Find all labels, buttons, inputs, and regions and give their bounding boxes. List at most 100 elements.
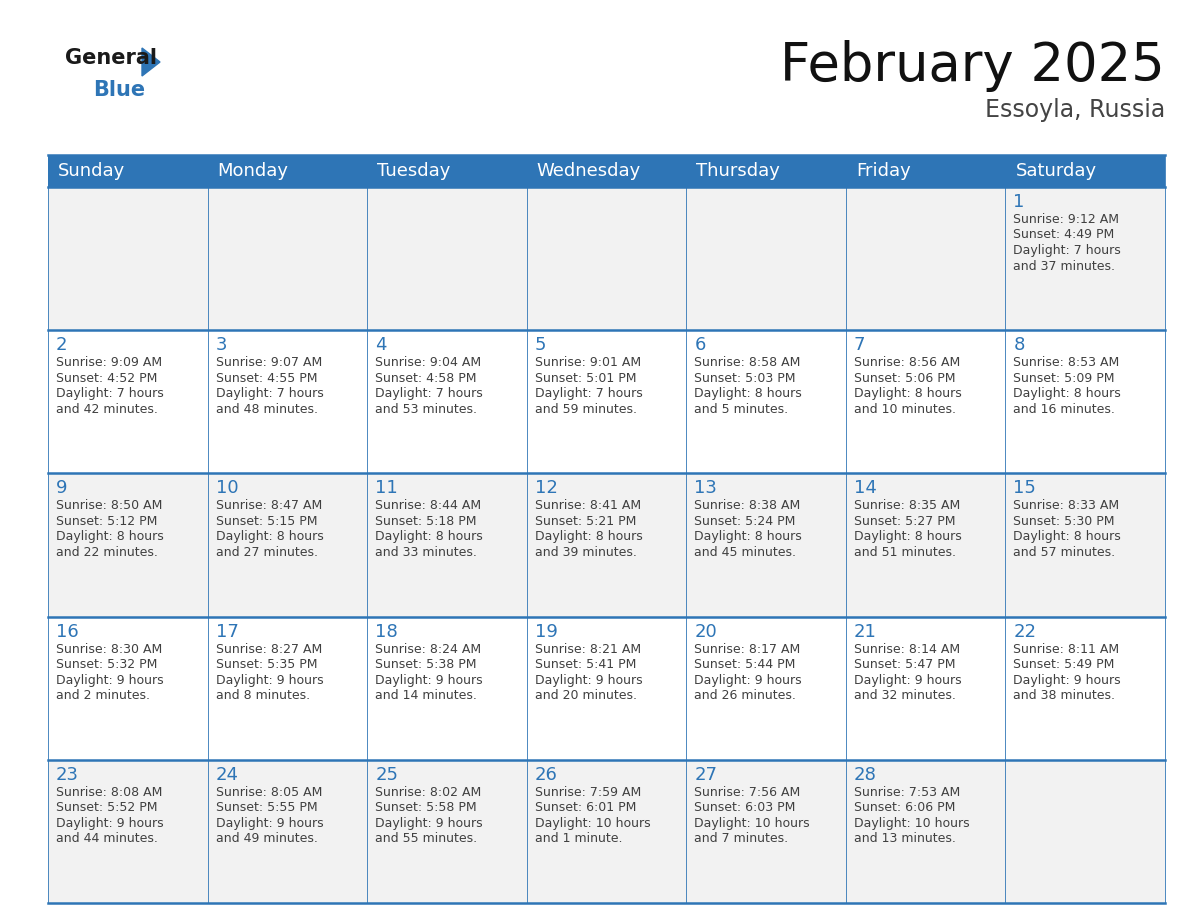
Text: February 2025: February 2025 — [781, 40, 1165, 92]
Text: Daylight: 7 hours: Daylight: 7 hours — [375, 387, 482, 400]
Text: Sunrise: 8:24 AM: Sunrise: 8:24 AM — [375, 643, 481, 655]
Text: Friday: Friday — [855, 162, 911, 180]
Text: Sunset: 5:32 PM: Sunset: 5:32 PM — [56, 658, 157, 671]
Text: 13: 13 — [694, 479, 718, 498]
Text: and 5 minutes.: and 5 minutes. — [694, 403, 789, 416]
Text: 18: 18 — [375, 622, 398, 641]
Text: Sunrise: 8:56 AM: Sunrise: 8:56 AM — [854, 356, 960, 369]
Text: Sunset: 6:01 PM: Sunset: 6:01 PM — [535, 801, 636, 814]
Text: Daylight: 8 hours: Daylight: 8 hours — [694, 531, 802, 543]
Text: Daylight: 8 hours: Daylight: 8 hours — [1013, 387, 1121, 400]
Text: Sunset: 5:24 PM: Sunset: 5:24 PM — [694, 515, 796, 528]
Text: Sunset: 5:18 PM: Sunset: 5:18 PM — [375, 515, 476, 528]
Text: Sunset: 5:06 PM: Sunset: 5:06 PM — [854, 372, 955, 385]
Text: and 14 minutes.: and 14 minutes. — [375, 689, 478, 702]
Text: Sunset: 5:03 PM: Sunset: 5:03 PM — [694, 372, 796, 385]
Text: Sunset: 6:03 PM: Sunset: 6:03 PM — [694, 801, 796, 814]
Text: Sunrise: 8:38 AM: Sunrise: 8:38 AM — [694, 499, 801, 512]
Text: and 7 minutes.: and 7 minutes. — [694, 833, 789, 845]
Bar — [48, 760, 1165, 903]
Text: Sunset: 5:01 PM: Sunset: 5:01 PM — [535, 372, 637, 385]
Bar — [48, 155, 1165, 187]
Text: Sunrise: 8:47 AM: Sunrise: 8:47 AM — [215, 499, 322, 512]
Text: Daylight: 8 hours: Daylight: 8 hours — [56, 531, 164, 543]
Text: Daylight: 10 hours: Daylight: 10 hours — [694, 817, 810, 830]
Text: 22: 22 — [1013, 622, 1036, 641]
Text: 24: 24 — [215, 766, 239, 784]
Text: Sunrise: 8:27 AM: Sunrise: 8:27 AM — [215, 643, 322, 655]
Text: Sunset: 5:12 PM: Sunset: 5:12 PM — [56, 515, 157, 528]
Text: Sunday: Sunday — [58, 162, 125, 180]
Text: and 10 minutes.: and 10 minutes. — [854, 403, 956, 416]
Text: Daylight: 9 hours: Daylight: 9 hours — [375, 674, 482, 687]
Text: Sunrise: 8:02 AM: Sunrise: 8:02 AM — [375, 786, 481, 799]
Text: Daylight: 9 hours: Daylight: 9 hours — [215, 674, 323, 687]
Text: 11: 11 — [375, 479, 398, 498]
Text: and 42 minutes.: and 42 minutes. — [56, 403, 158, 416]
Text: Sunrise: 8:30 AM: Sunrise: 8:30 AM — [56, 643, 163, 655]
Text: Wednesday: Wednesday — [537, 162, 642, 180]
Text: Sunrise: 8:35 AM: Sunrise: 8:35 AM — [854, 499, 960, 512]
Text: Sunrise: 8:58 AM: Sunrise: 8:58 AM — [694, 356, 801, 369]
Text: Blue: Blue — [93, 80, 145, 100]
Text: Daylight: 8 hours: Daylight: 8 hours — [535, 531, 643, 543]
Text: Monday: Monday — [217, 162, 289, 180]
Text: Sunset: 5:21 PM: Sunset: 5:21 PM — [535, 515, 636, 528]
Text: Sunrise: 8:11 AM: Sunrise: 8:11 AM — [1013, 643, 1119, 655]
Text: and 13 minutes.: and 13 minutes. — [854, 833, 955, 845]
Text: and 48 minutes.: and 48 minutes. — [215, 403, 317, 416]
Text: Sunrise: 8:14 AM: Sunrise: 8:14 AM — [854, 643, 960, 655]
Text: and 2 minutes.: and 2 minutes. — [56, 689, 150, 702]
Text: Sunrise: 9:12 AM: Sunrise: 9:12 AM — [1013, 213, 1119, 226]
Text: Daylight: 9 hours: Daylight: 9 hours — [56, 674, 164, 687]
Text: 10: 10 — [215, 479, 239, 498]
Text: and 26 minutes.: and 26 minutes. — [694, 689, 796, 702]
Text: Sunset: 5:55 PM: Sunset: 5:55 PM — [215, 801, 317, 814]
Text: Sunrise: 9:09 AM: Sunrise: 9:09 AM — [56, 356, 162, 369]
Text: General: General — [65, 48, 157, 68]
Text: and 20 minutes.: and 20 minutes. — [535, 689, 637, 702]
Text: Daylight: 7 hours: Daylight: 7 hours — [56, 387, 164, 400]
Text: and 38 minutes.: and 38 minutes. — [1013, 689, 1116, 702]
Text: Daylight: 7 hours: Daylight: 7 hours — [1013, 244, 1121, 257]
Text: Sunrise: 9:04 AM: Sunrise: 9:04 AM — [375, 356, 481, 369]
Text: Daylight: 8 hours: Daylight: 8 hours — [375, 531, 482, 543]
Text: Sunset: 5:44 PM: Sunset: 5:44 PM — [694, 658, 796, 671]
Text: Daylight: 9 hours: Daylight: 9 hours — [694, 674, 802, 687]
Text: Sunrise: 8:08 AM: Sunrise: 8:08 AM — [56, 786, 163, 799]
Text: and 32 minutes.: and 32 minutes. — [854, 689, 955, 702]
Text: Daylight: 8 hours: Daylight: 8 hours — [854, 387, 961, 400]
Text: Sunset: 5:47 PM: Sunset: 5:47 PM — [854, 658, 955, 671]
Text: Sunrise: 8:44 AM: Sunrise: 8:44 AM — [375, 499, 481, 512]
Text: Sunrise: 7:56 AM: Sunrise: 7:56 AM — [694, 786, 801, 799]
Text: and 51 minutes.: and 51 minutes. — [854, 546, 956, 559]
Text: Sunrise: 8:17 AM: Sunrise: 8:17 AM — [694, 643, 801, 655]
Bar — [48, 330, 1165, 474]
Text: Sunrise: 7:53 AM: Sunrise: 7:53 AM — [854, 786, 960, 799]
Text: 7: 7 — [854, 336, 865, 354]
Text: 1: 1 — [1013, 193, 1025, 211]
Text: and 8 minutes.: and 8 minutes. — [215, 689, 310, 702]
Text: Sunset: 6:06 PM: Sunset: 6:06 PM — [854, 801, 955, 814]
Text: and 59 minutes.: and 59 minutes. — [535, 403, 637, 416]
Text: Daylight: 8 hours: Daylight: 8 hours — [694, 387, 802, 400]
Text: 25: 25 — [375, 766, 398, 784]
Text: Sunrise: 9:01 AM: Sunrise: 9:01 AM — [535, 356, 640, 369]
Text: Sunset: 5:41 PM: Sunset: 5:41 PM — [535, 658, 636, 671]
Text: 15: 15 — [1013, 479, 1036, 498]
Text: Daylight: 9 hours: Daylight: 9 hours — [535, 674, 643, 687]
Text: and 16 minutes.: and 16 minutes. — [1013, 403, 1116, 416]
Text: Sunset: 4:58 PM: Sunset: 4:58 PM — [375, 372, 476, 385]
Text: Tuesday: Tuesday — [377, 162, 450, 180]
Text: Sunset: 5:30 PM: Sunset: 5:30 PM — [1013, 515, 1114, 528]
Text: Sunrise: 9:07 AM: Sunrise: 9:07 AM — [215, 356, 322, 369]
Text: Sunset: 5:49 PM: Sunset: 5:49 PM — [1013, 658, 1114, 671]
Text: 19: 19 — [535, 622, 557, 641]
Text: Sunrise: 8:53 AM: Sunrise: 8:53 AM — [1013, 356, 1119, 369]
Text: and 27 minutes.: and 27 minutes. — [215, 546, 317, 559]
Text: and 37 minutes.: and 37 minutes. — [1013, 260, 1116, 273]
Text: and 22 minutes.: and 22 minutes. — [56, 546, 158, 559]
Text: Daylight: 9 hours: Daylight: 9 hours — [215, 817, 323, 830]
Text: Daylight: 9 hours: Daylight: 9 hours — [56, 817, 164, 830]
Text: Daylight: 7 hours: Daylight: 7 hours — [535, 387, 643, 400]
